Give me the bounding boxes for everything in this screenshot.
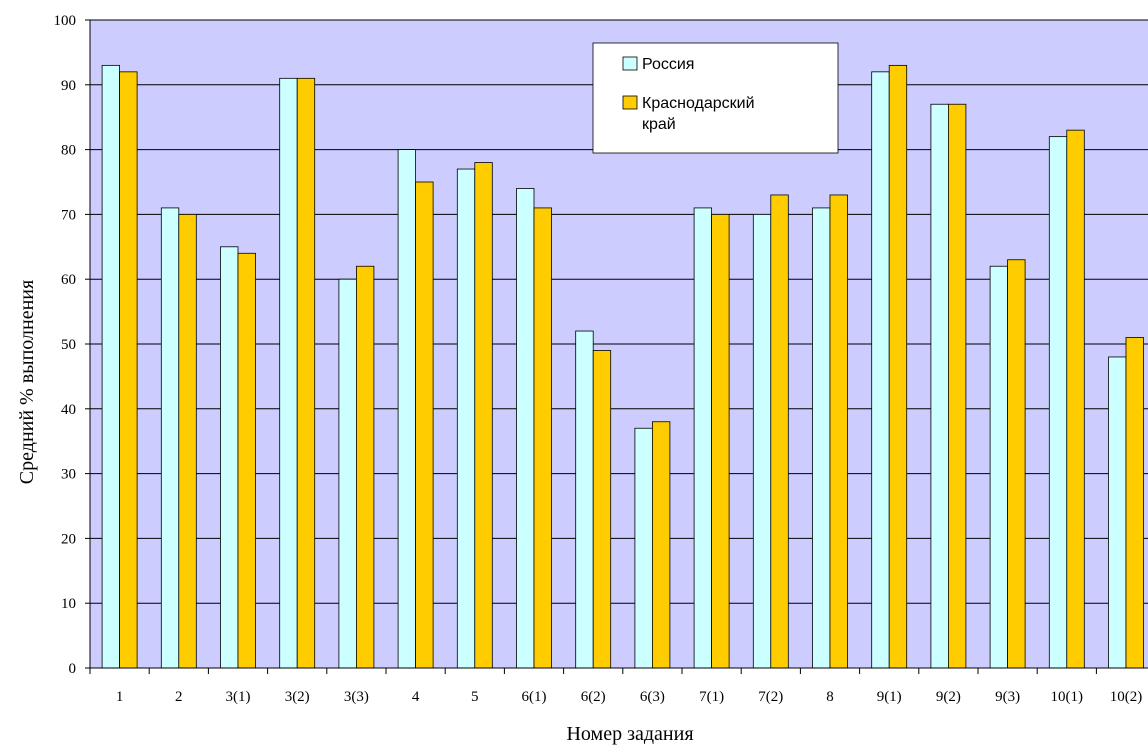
- x-tick-label: 9(3): [995, 689, 1020, 705]
- bar-russia-1: [101, 64, 120, 669]
- x-tick-label: 7(1): [699, 689, 724, 705]
- y-tick-label: 10: [61, 596, 76, 612]
- bar-krasnodar-9(3): [1007, 259, 1026, 669]
- y-tick-label: 50: [61, 337, 76, 353]
- bar-krasnodar-10(1): [1066, 129, 1085, 669]
- x-tick-label: 4: [412, 689, 420, 705]
- bar-krasnodar-2: [178, 213, 197, 669]
- x-tick-label: 6(2): [581, 689, 606, 705]
- x-tick-label: 9(1): [877, 689, 902, 705]
- bar-russia-7(2): [752, 213, 772, 669]
- y-tick-label: 30: [61, 467, 76, 483]
- bar-krasnodar-8: [829, 194, 848, 669]
- y-tick-label: 80: [61, 143, 76, 159]
- bar-russia-6(2): [575, 330, 594, 669]
- bar-russia-5: [456, 168, 476, 669]
- bar-krasnodar-3(1): [237, 252, 256, 669]
- bar-russia-3(1): [220, 246, 239, 669]
- bar-krasnodar-5: [474, 162, 493, 669]
- y-tick-label: 40: [61, 402, 76, 418]
- legend-swatch-krasnodar: [622, 95, 638, 110]
- x-tick-label: 6(3): [640, 689, 665, 705]
- bar-krasnodar-6(1): [533, 207, 552, 669]
- bar-russia-9(2): [930, 103, 949, 669]
- x-tick-label: 1: [116, 689, 124, 705]
- x-axis-title: Номер задания: [566, 723, 693, 745]
- bar-russia-3(3): [338, 278, 357, 669]
- bar-krasnodar-10(2): [1125, 337, 1144, 669]
- y-tick-label: 90: [61, 78, 76, 94]
- bar-russia-6(3): [634, 427, 653, 669]
- bar-russia-10(1): [1048, 136, 1068, 669]
- y-axis-title: Средний % выполнения: [16, 280, 38, 484]
- x-tick-label: 6(1): [522, 689, 547, 705]
- bar-russia-9(3): [989, 265, 1008, 669]
- bar-russia-10(2): [1108, 356, 1127, 669]
- bar-krasnodar-9(2): [948, 103, 967, 669]
- bar-russia-3(2): [279, 77, 298, 669]
- x-tick-label: 10(1): [1051, 689, 1084, 705]
- x-tick-label: 5: [471, 689, 479, 705]
- bar-krasnodar-1: [119, 71, 138, 669]
- y-tick-label: 60: [61, 272, 76, 288]
- bar-russia-2: [160, 207, 180, 669]
- bars: [101, 64, 1144, 669]
- legend-swatch-russia: [622, 56, 638, 71]
- bar-krasnodar-6(3): [652, 421, 671, 669]
- bar-krasnodar-3(3): [355, 265, 375, 669]
- x-tick-label: 7(2): [758, 689, 783, 705]
- bar-krasnodar-6(2): [592, 350, 612, 669]
- x-tick-label: 2: [175, 689, 183, 705]
- x-tick-label: 8: [826, 689, 834, 705]
- legend-label-krasnodar: Краснодарский край: [642, 95, 755, 133]
- bar-krasnodar-7(2): [770, 194, 789, 669]
- x-tick-label: 3(1): [226, 689, 251, 705]
- bar-krasnodar-3(2): [296, 77, 316, 669]
- bar-krasnodar-9(1): [888, 64, 908, 669]
- x-tick-label: 3(2): [285, 689, 310, 705]
- bar-krasnodar-7(1): [711, 213, 730, 669]
- x-tick-label: 9(2): [936, 689, 961, 705]
- legend: Россия Краснодарский край: [592, 42, 839, 154]
- bar-russia-8: [812, 207, 831, 669]
- bar-russia-6(1): [516, 188, 535, 669]
- bar-russia-9(1): [871, 71, 890, 669]
- x-tick-label: 3(3): [344, 689, 369, 705]
- y-tick-label: 20: [61, 531, 76, 547]
- legend-label-russia: Россия: [642, 56, 694, 73]
- x-tick-label: 10(2): [1110, 689, 1143, 705]
- bar-russia-7(1): [693, 207, 712, 669]
- bar-russia-4: [397, 149, 417, 669]
- bar-krasnodar-4: [415, 181, 434, 669]
- gridlines: [90, 19, 1148, 604]
- y-tick-label: 0: [69, 661, 77, 677]
- x-tick-labels: 1 2 3(1) 3(2) 3(3) 4 5 6(1) 6(2) 6(3) 7(1) 7(2) 8 9(1…: [89, 668, 1143, 705]
- y-tick-label: 70: [61, 207, 76, 223]
- y-tick-labels: 0 10 20 30 40 50 60 70 80 90 100: [54, 13, 90, 677]
- y-tick-label: 100: [54, 13, 77, 29]
